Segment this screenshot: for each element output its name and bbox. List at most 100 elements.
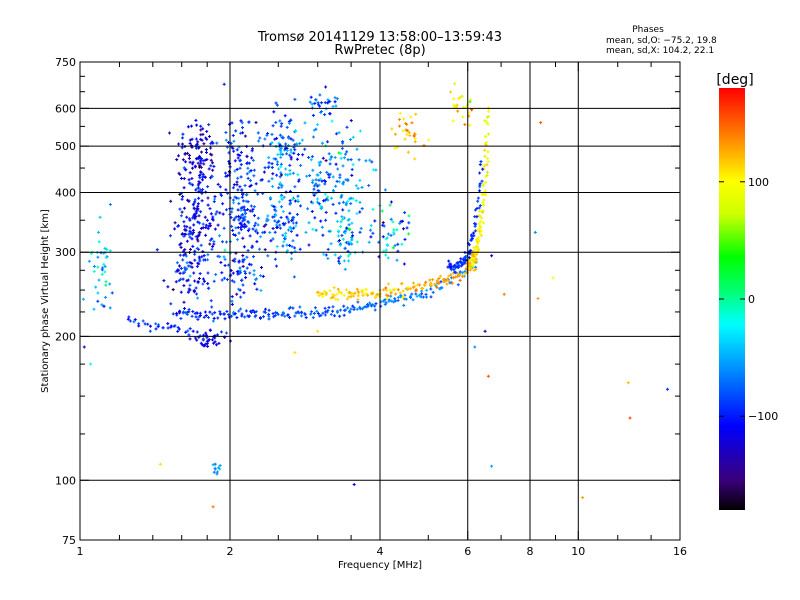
scatter-point [398,118,401,121]
x-tick-label: 8 [527,545,534,558]
scatter-point [341,208,345,212]
scatter-point [191,183,195,187]
scatter-point [337,256,341,260]
scatter-point [278,226,282,230]
scatter-point [256,231,260,235]
scatter-point [177,268,181,272]
scatter-point [341,237,345,241]
scatter-point [413,157,417,161]
scatter-point [329,312,333,316]
scatter-point [324,85,328,89]
scatter-point [205,158,209,161]
scatter-point [341,164,345,168]
scatter-point [289,227,293,231]
scatter-point [254,121,258,124]
scatter-point [202,254,206,258]
scatter-point [241,254,245,258]
scatter-point [311,316,315,320]
scatter-point [345,288,348,292]
scatter-point [260,178,264,182]
scatter-point [406,150,410,154]
colorbar-label: [deg] [716,72,753,88]
scatter-point [188,141,192,145]
scatter-point [239,150,243,154]
scatter-point [383,188,387,192]
scatter-point [312,184,316,188]
scatter-point [270,166,274,169]
scatter-point [288,244,292,247]
scatter-point [267,308,271,312]
scatter-point [351,163,355,167]
scatter-point [451,119,455,123]
scatter-point [439,274,443,278]
scatter-point [486,160,490,164]
scatter-point [338,291,342,295]
scatter-point [388,288,392,292]
scatter-point [313,216,317,220]
scatter-point [240,278,244,282]
scatter-point [195,246,199,250]
scatter-point [239,163,243,167]
scatter-point [183,266,187,270]
scatter-point [209,176,213,180]
scatter-point [337,151,341,155]
scatter-point [331,305,335,309]
scatter-point [345,297,349,301]
scatter-point [287,121,291,125]
scatter-point [218,211,222,215]
scatter-point [256,216,260,220]
scatter-point [181,195,185,198]
scatter-point [468,100,472,104]
scatter-point [97,230,100,234]
scatter-point [132,320,136,324]
scatter-point [323,182,327,186]
scatter-point [382,299,385,303]
scatter-point [155,248,159,252]
scatter-point [239,270,242,274]
scatter-point [180,146,184,150]
scatter-point [482,221,485,225]
x-tick-label: 16 [673,545,687,558]
scatter-point [337,131,341,135]
scatter-point [472,231,475,235]
scatter-point [197,156,201,160]
scatter-point [230,224,234,228]
scatter-point [276,160,279,164]
scatter-point [108,306,112,310]
scatter-point [371,207,375,211]
scatter-point [213,197,217,201]
scatter-point [174,280,178,284]
scatter-point [456,283,460,287]
scatter-point [253,282,257,286]
scatter-point [207,316,210,319]
scatter-point [345,150,349,154]
scatter-point [198,174,202,178]
scatter-point [473,215,477,219]
scatter-point [284,147,287,151]
scatter-point [200,199,204,203]
scatter-point [239,307,243,311]
scatter-point [445,277,449,281]
scatter-point [271,237,275,241]
scatter-point [381,221,385,225]
scatter-point [187,156,191,160]
scatter-point [487,132,490,136]
scatter-point [450,281,454,285]
scatter-point [420,292,424,296]
scatter-point [285,125,289,129]
scatter-point [201,127,205,131]
scatter-point [296,153,300,156]
scatter-point [201,337,205,341]
scatter-point [413,140,417,144]
scatter-point [347,291,350,295]
scatter-point [253,224,257,228]
scatter-point [384,288,388,292]
scatter-point [320,179,324,183]
scatter-point [176,326,180,329]
scatter-point [240,195,244,199]
colorbar-tick-label: 0 [748,293,755,306]
scatter-point [182,284,186,288]
scatter-point [385,296,389,300]
colorbar-tick-label: 100 [748,176,769,189]
scatter-point [208,310,212,314]
